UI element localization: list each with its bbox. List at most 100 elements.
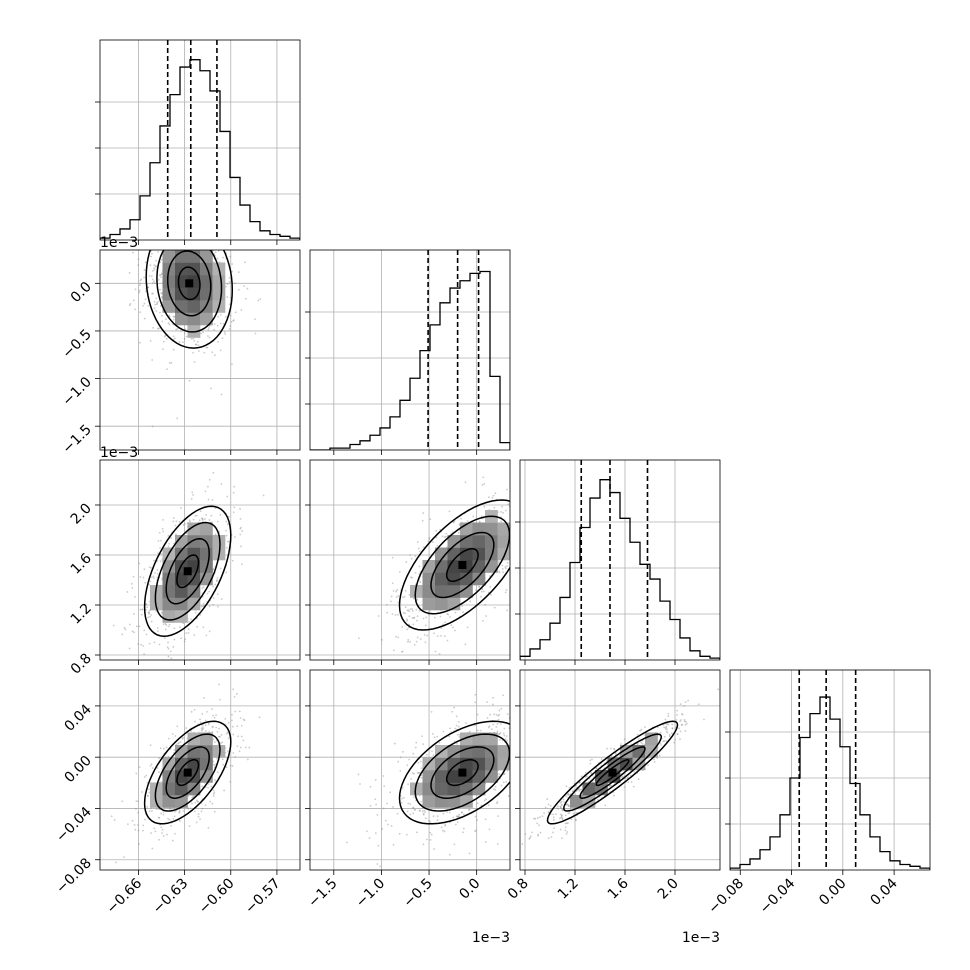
sample-point — [242, 739, 245, 742]
sample-point — [213, 791, 216, 794]
sample-point — [219, 349, 222, 352]
sample-point — [685, 720, 687, 723]
sample-point — [391, 556, 394, 559]
sample-point — [404, 612, 406, 615]
sample-point — [410, 557, 413, 560]
sample-point — [560, 816, 563, 819]
sample-point — [207, 826, 210, 829]
sample-point — [149, 744, 152, 747]
sample-point — [147, 286, 150, 289]
sample-point — [449, 616, 451, 618]
sample-point — [225, 732, 228, 735]
density-bin — [162, 572, 176, 586]
density-bin — [485, 757, 498, 771]
sample-point — [567, 804, 570, 807]
sample-point — [443, 830, 446, 833]
sample-point — [199, 718, 201, 721]
sample-point — [484, 841, 487, 843]
sample-point — [185, 632, 188, 635]
sample-point — [449, 727, 451, 730]
sample-point — [461, 605, 463, 607]
sample-point — [404, 589, 407, 592]
sample-point — [428, 613, 430, 616]
sample-point — [149, 667, 151, 669]
sample-point — [220, 742, 222, 744]
sample-point — [214, 251, 217, 254]
sample-point — [560, 815, 563, 818]
sample-point — [383, 785, 386, 788]
sample-point — [141, 608, 144, 611]
sample-point — [421, 810, 424, 813]
contour-3 — [546, 720, 679, 825]
sample-point — [243, 719, 246, 722]
sample-point — [158, 643, 161, 646]
sample-point — [406, 618, 408, 621]
sample-point — [425, 753, 428, 756]
sample-point — [204, 490, 207, 493]
panel-frame — [309, 669, 511, 871]
x-tick-label: 1.2 — [555, 876, 582, 903]
sample-point — [475, 589, 477, 592]
sample-point — [620, 743, 622, 745]
sample-point — [167, 755, 170, 758]
sample-point — [207, 723, 210, 726]
sample-point — [220, 734, 223, 736]
sample-point — [208, 605, 211, 608]
sample-point — [455, 715, 458, 718]
sample-point — [262, 494, 265, 497]
sample-point — [487, 804, 490, 807]
density-peak — [458, 768, 467, 777]
density-bin — [460, 795, 473, 808]
density-bin — [175, 312, 188, 326]
sample-point — [139, 284, 141, 287]
sample-point — [202, 727, 205, 730]
sample-point — [442, 623, 444, 626]
sample-point — [151, 278, 154, 281]
sample-point — [521, 843, 524, 845]
panel-frame — [99, 39, 301, 241]
sample-point — [246, 287, 249, 290]
density-bin — [485, 547, 498, 561]
sample-point — [232, 511, 235, 514]
sample-point — [147, 304, 150, 307]
sample-point — [446, 613, 449, 615]
sample-point — [496, 801, 499, 803]
sample-point — [232, 319, 235, 322]
sample-point — [416, 615, 419, 618]
sample-point — [153, 300, 156, 303]
sample-point — [226, 540, 229, 543]
sample-point — [161, 320, 164, 323]
sample-point — [514, 710, 516, 712]
sample-point — [498, 570, 501, 573]
sample-point — [390, 825, 393, 827]
sample-point — [226, 523, 229, 526]
sample-point — [188, 243, 190, 245]
sample-point — [187, 628, 190, 631]
sample-point — [168, 542, 171, 545]
sample-point — [175, 328, 178, 331]
sample-point — [160, 611, 163, 614]
sample-point — [562, 798, 565, 801]
sample-point — [395, 590, 398, 593]
sample-point — [432, 815, 435, 818]
sample-point — [407, 609, 410, 611]
y-tick-label: 2.0 — [68, 501, 95, 528]
sample-point — [406, 619, 409, 622]
density-bin — [497, 535, 510, 548]
sample-point — [149, 214, 151, 216]
sample-point — [144, 818, 146, 821]
sample-point — [222, 322, 225, 325]
sample-point — [660, 744, 662, 746]
sample-point — [214, 236, 216, 238]
sample-point — [200, 605, 203, 608]
sample-point — [236, 725, 239, 728]
sample-point — [487, 726, 490, 729]
sample-point — [160, 305, 162, 308]
sample-point — [528, 837, 531, 840]
sample-point — [664, 718, 667, 721]
sample-point — [172, 646, 175, 648]
density-bin — [212, 535, 226, 548]
sample-point — [458, 815, 461, 818]
sample-point — [408, 626, 410, 629]
sample-point — [518, 720, 520, 722]
